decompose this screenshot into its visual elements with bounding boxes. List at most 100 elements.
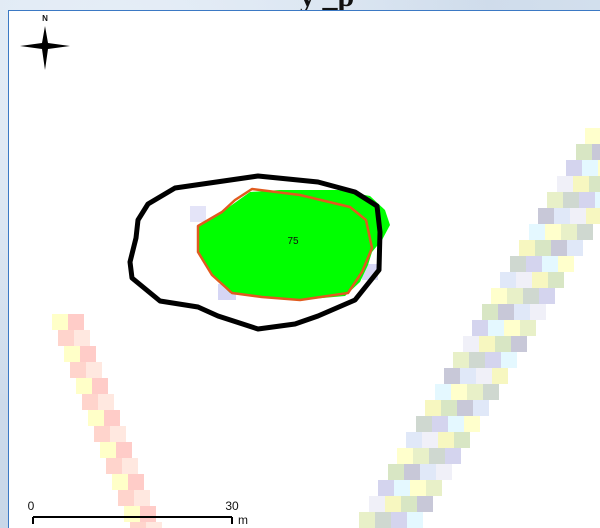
raster-left-pixel [70, 362, 86, 378]
raster-left-pixel [104, 410, 120, 426]
raster-right-pixel [460, 368, 476, 384]
raster-right-pixel [576, 144, 592, 160]
raster-right-pixel [511, 336, 527, 352]
raster-right-pixel [548, 272, 564, 288]
raster-right-pixel [401, 496, 417, 512]
raster-right-pixel [570, 208, 586, 224]
raster-right-pixel [422, 432, 438, 448]
raster-right-pixel [501, 352, 517, 368]
raster-right-pixel [410, 480, 426, 496]
raster-right-pixel [561, 224, 577, 240]
raster-right-pixel [589, 176, 600, 192]
raster-right-pixel [463, 336, 479, 352]
raster-right-pixel [464, 416, 480, 432]
raster-right-pixel [479, 336, 495, 352]
north-arrow: N [20, 14, 70, 70]
raster-right-pixel [488, 320, 504, 336]
raster-left-pixel [146, 522, 162, 528]
raster-left-pixel [106, 458, 122, 474]
raster-right-pixel [438, 432, 454, 448]
raster-left-pixel [134, 490, 150, 506]
raster-left-pixel [92, 378, 108, 394]
raster-right-pixel [473, 400, 489, 416]
raster-right-pixel [526, 256, 542, 272]
raster-right-pixel [586, 208, 600, 224]
raster-right-pixel [413, 448, 429, 464]
parcel-outline[interactable] [196, 187, 374, 302]
raster-right-pixel [514, 304, 530, 320]
raster-right-pixel [391, 512, 407, 528]
raster-right-pixel [441, 400, 457, 416]
raster-right-pixel [551, 240, 567, 256]
raster-left-pixel [68, 314, 84, 330]
raster-right-pixel [520, 320, 536, 336]
raster-right-pixel [425, 400, 441, 416]
raster-left-pixel [100, 442, 116, 458]
raster-right-pixel [491, 288, 507, 304]
raster-right-pixel [545, 224, 561, 240]
raster-right-pixel [467, 384, 483, 400]
raster-right-pixel [445, 448, 461, 464]
raster-right-pixel [404, 464, 420, 480]
raster-right-pixel [397, 448, 413, 464]
raster-right-pixel [538, 208, 554, 224]
raster-right-pixel [448, 416, 464, 432]
raster-right-pixel [500, 272, 516, 288]
raster-right-pixel [539, 288, 555, 304]
raster-right-pixel [579, 192, 595, 208]
raster-right-pixel [482, 304, 498, 320]
scale-bar: 0 30 m [28, 499, 248, 527]
raster-right-pixel [566, 160, 582, 176]
raster-left-pixel [94, 426, 110, 442]
raster-right-pixel [504, 320, 520, 336]
parcel-fill-shape[interactable] [198, 190, 390, 300]
raster-right-pixel [510, 256, 526, 272]
raster-left-pixel [76, 378, 92, 394]
raster-strip-right [359, 128, 600, 528]
raster-right-pixel [385, 496, 401, 512]
raster-right-pixel [359, 512, 375, 528]
raster-right-pixel [432, 416, 448, 432]
raster-right-pixel [598, 160, 600, 176]
raster-right-pixel [451, 384, 467, 400]
raster-right-pixel [436, 464, 452, 480]
raster-left-pixel [52, 314, 68, 330]
raster-right-pixel [472, 320, 488, 336]
raster-left-pixel [122, 458, 138, 474]
raster-left-pixel [140, 506, 156, 522]
raster-right-pixel [529, 224, 545, 240]
raster-right-pixel [469, 352, 485, 368]
raster-right-pixel [498, 304, 514, 320]
page-title: y _p [300, 0, 354, 12]
raster-right-pixel [369, 496, 385, 512]
raster-right-pixel [483, 384, 499, 400]
raster-left-pixel [130, 522, 146, 528]
raster-right-pixel [492, 368, 508, 384]
raster-right-pixel [582, 160, 598, 176]
raster-left-pixel [128, 474, 144, 490]
raster-right-pixel [495, 336, 511, 352]
raster-right-pixel [457, 400, 473, 416]
raster-right-pixel [476, 368, 492, 384]
raster-left-pixel [116, 442, 132, 458]
compass-star-icon [20, 26, 70, 70]
raster-left-pixel [82, 394, 98, 410]
raster-right-pixel [557, 176, 573, 192]
north-arrow-label: N [42, 14, 48, 23]
raster-right-pixel [558, 256, 574, 272]
raster-right-pixel [426, 480, 442, 496]
boundary-outline[interactable] [127, 173, 383, 332]
raster-left-pixel [58, 330, 74, 346]
raster-right-pixel [535, 240, 551, 256]
raster-right-pixel [420, 464, 436, 480]
parcel-label: 75 [287, 236, 299, 247]
raster-left-pixel [80, 346, 96, 362]
raster-right-pixel [573, 176, 589, 192]
raster-right-pixel [388, 464, 404, 480]
raster-left-pixel [110, 426, 126, 442]
raster-right-pixel [407, 512, 423, 528]
raster-left-pixel [112, 474, 128, 490]
raster-right-pixel [595, 192, 600, 208]
